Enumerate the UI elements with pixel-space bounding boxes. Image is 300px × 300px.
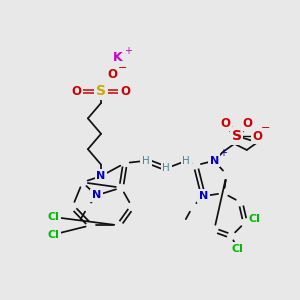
- Text: N: N: [199, 191, 208, 201]
- Text: O: O: [71, 85, 81, 98]
- Text: S: S: [96, 84, 106, 98]
- Text: Cl: Cl: [47, 212, 59, 222]
- Text: +: +: [220, 148, 227, 158]
- Text: O: O: [108, 68, 118, 81]
- Text: S: S: [232, 129, 242, 143]
- Text: N: N: [96, 171, 106, 181]
- Text: O: O: [120, 85, 130, 98]
- Text: +: +: [124, 46, 132, 56]
- Text: −: −: [261, 123, 270, 134]
- Text: H: H: [162, 164, 170, 173]
- Text: −: −: [118, 63, 128, 73]
- Text: H: H: [182, 156, 190, 166]
- Text: O: O: [221, 116, 231, 130]
- Text: Cl: Cl: [249, 214, 260, 224]
- Text: H: H: [142, 156, 150, 166]
- Text: Cl: Cl: [47, 230, 59, 240]
- Text: O: O: [253, 130, 262, 142]
- Text: Cl: Cl: [232, 244, 243, 254]
- Text: O: O: [242, 116, 253, 130]
- Text: N: N: [92, 190, 101, 200]
- Text: K: K: [112, 51, 122, 64]
- Text: N: N: [210, 156, 219, 166]
